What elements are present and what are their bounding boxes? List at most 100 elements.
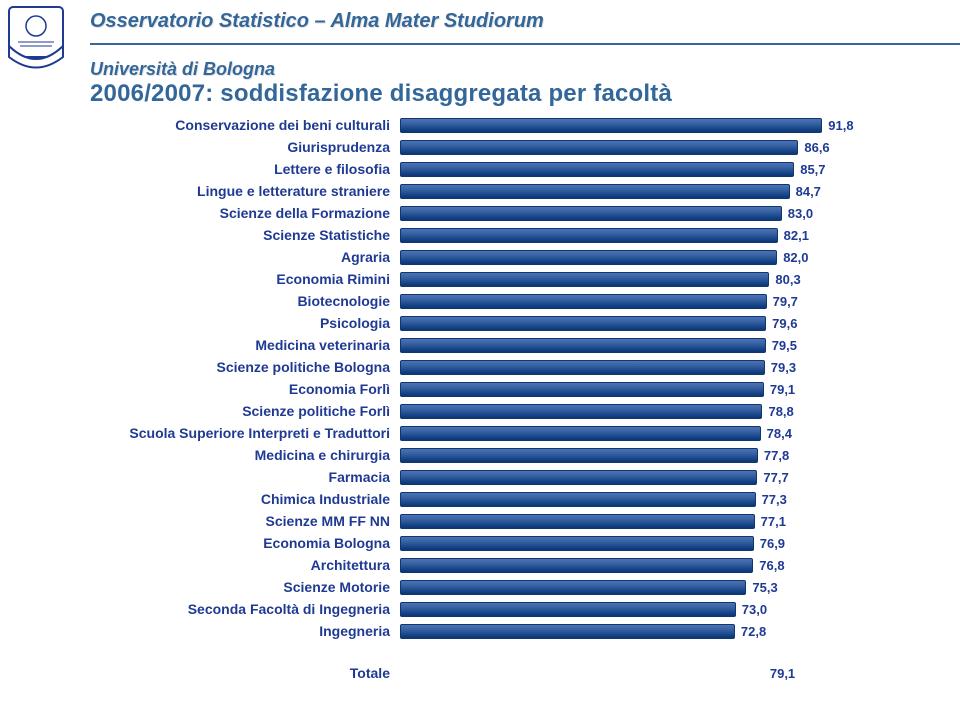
category-label: Farmacia [30,469,400,485]
value-label: 75,3 [752,580,777,595]
chart-row: Scienze Motorie 75,3 [30,576,930,598]
chart-row: Economia Forlì 79,1 [30,378,930,400]
category-label: Scienze Statistiche [30,227,400,243]
chart-row: Agraria82,0 [30,246,930,268]
bar-cell: 83,0 [400,202,860,224]
bar-cell: 79,5 [400,334,860,356]
chart-row: Economia Rimini 80,3 [30,268,930,290]
bar-cell: 79,6 [400,312,860,334]
bar-cell: 82,0 [400,246,860,268]
chart-row: Medicina veterinaria79,5 [30,334,930,356]
bar [400,492,756,507]
chart-row: Giurisprudenza 86,6 [30,136,930,158]
category-label: Economia Forlì [30,381,400,397]
category-label: Economia Bologna [30,535,400,551]
value-label: 77,7 [763,470,788,485]
category-label: Conservazione dei beni culturali [30,117,400,133]
value-label: 76,8 [759,558,784,573]
value-label: 79,7 [773,294,798,309]
bar [400,470,757,485]
value-label: 78,4 [767,426,792,441]
bar [400,514,755,529]
faculties-bar-chart: Conservazione dei beni culturali 91,8 Giur… [30,114,930,684]
bar-cell: 73,0 [400,598,860,620]
bar-cell: 77,8 [400,444,860,466]
page-title: 2006/2007: soddisfazione disaggregata pe… [90,80,940,108]
chart-row: Lingue e letterature straniere84,7 [30,180,930,202]
chart-row: Architettura 76,8 [30,554,930,576]
bar [400,228,778,243]
value-label: 91,8 [828,118,853,133]
bar-cell: 85,7 [400,158,860,180]
category-label: Economia Rimini [30,271,400,287]
chart-row: Ingegneria 72,8 [30,620,930,642]
value-label: 79,1 [770,382,795,397]
category-label: Ingegneria [30,623,400,639]
bar-cell: 76,8 [400,554,860,576]
bar [400,338,766,353]
total-row: Totale79,1 [30,662,930,684]
value-label: 85,7 [800,162,825,177]
value-label: 77,8 [764,448,789,463]
category-label: Scienze della Formazione [30,205,400,221]
bar [400,184,790,199]
bar [400,602,736,617]
bar [400,360,765,375]
value-label: 76,9 [760,536,785,551]
chart-row: Biotecnologie79,7 [30,290,930,312]
page-root: Osservatorio Statistico – Alma Mater Stu… [0,0,960,718]
category-label: Architettura [30,557,400,573]
value-label: 80,3 [775,272,800,287]
chart-row: Scuola Superiore Interpreti e Traduttori… [30,422,930,444]
value-label: 82,1 [784,228,809,243]
chart-row: Scienze politiche Bologna 79,3 [30,356,930,378]
bar-cell: 76,9 [400,532,860,554]
category-label: Scienze Motorie [30,579,400,595]
university-crest-icon [8,6,64,70]
chart-row: Scienze politiche Forlì78,8 [30,400,930,422]
bar [400,272,769,287]
bar-cell: 78,8 [400,400,860,422]
bar [400,382,764,397]
category-label: Scienze politiche Bologna [30,359,400,375]
value-label: 79,5 [772,338,797,353]
chart-row: Scienze della Formazione 83,0 [30,202,930,224]
bar [400,580,746,595]
bar [400,294,767,309]
university-name: Università di Bologna [90,53,940,80]
category-label: Psicologia [30,315,400,331]
bar [400,536,754,551]
category-label: Giurisprudenza [30,139,400,155]
bar [400,162,794,177]
bar-cell: 77,3 [400,488,860,510]
bar [400,118,822,133]
category-label: Agraria [30,249,400,265]
bar [400,558,753,573]
bar-cell: 75,3 [400,576,860,598]
bar [400,140,798,155]
bar [400,448,758,463]
category-label: Seconda Facoltà di Ingegneria [30,601,400,617]
bar [400,404,762,419]
bar-cell: 79,3 [400,356,860,378]
value-label: 79,3 [771,360,796,375]
chart-row: Medicina e chirurgia77,8 [30,444,930,466]
value-label: 72,8 [741,624,766,639]
bar-cell: 78,4 [400,422,860,444]
value-label: 79,6 [772,316,797,331]
bar [400,206,782,221]
bar [400,426,761,441]
chart-row: Lettere e filosofia85,7 [30,158,930,180]
bar-cell: 79,7 [400,290,860,312]
category-label: Scienze MM FF NN [30,513,400,529]
bar-cell: 82,1 [400,224,860,246]
bar-cell: 84,7 [400,180,860,202]
value-label: 83,0 [788,206,813,221]
header-divider [90,43,960,45]
total-label: Totale [30,665,400,681]
bar [400,250,777,265]
category-label: Scienze politiche Forlì [30,403,400,419]
value-label: 86,6 [804,140,829,155]
bar-cell: 91,8 [400,114,860,136]
bar [400,624,735,639]
